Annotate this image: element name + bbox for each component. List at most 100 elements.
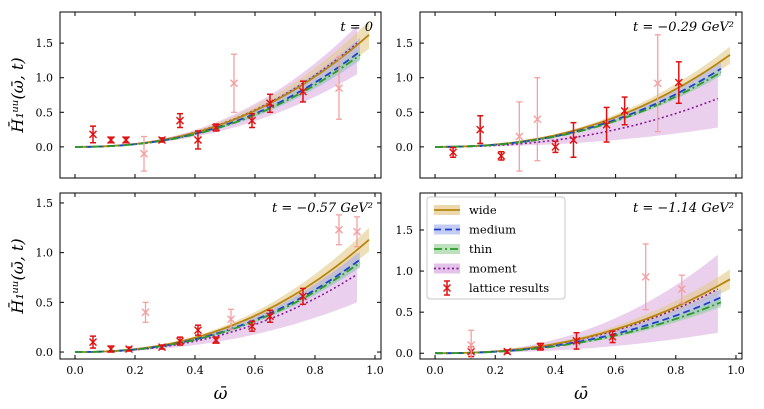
line-thin — [435, 71, 722, 148]
x-marker — [230, 79, 238, 88]
line-moment — [435, 97, 719, 148]
x-tick-label: 0.6 — [246, 364, 264, 377]
x-marker — [533, 115, 542, 124]
lattice-point — [158, 135, 166, 144]
lattice-point — [569, 121, 578, 158]
x-marker — [141, 308, 150, 317]
legend-item-medium: medium — [434, 223, 516, 237]
x-marker — [107, 345, 115, 354]
line-moment — [75, 42, 358, 148]
plot-area — [435, 243, 731, 359]
lattice-point — [89, 335, 97, 349]
lattice-point — [353, 216, 361, 248]
lattice-point — [515, 101, 524, 172]
legend-label: medium — [469, 223, 516, 237]
legend-label: moment — [469, 262, 517, 276]
panel-3: 0.0 0.5 1.0 1.5 0.0 0.2 0.4 0.6 0.8 1.0 t = −0.57 … — [6, 192, 384, 404]
y-tick-label: 0.5 — [36, 296, 54, 309]
legend-label: lattice results — [469, 281, 549, 295]
lattice-point — [227, 308, 235, 330]
lattice-point — [299, 80, 307, 103]
lattice-point — [140, 135, 148, 172]
lattice-point — [89, 125, 97, 144]
y-tick-label: 0.0 — [36, 141, 54, 154]
x-marker — [608, 332, 617, 341]
y-tick-label: 0.0 — [396, 141, 414, 154]
x-marker — [89, 130, 97, 139]
x-marker — [158, 135, 166, 144]
x-marker — [299, 87, 307, 96]
y-tick-label: 1.0 — [36, 72, 54, 85]
legend-swatch-band — [434, 263, 460, 274]
y-tick-label: 1.5 — [396, 224, 414, 237]
lattice-point — [536, 342, 545, 351]
legend-x-marker — [443, 284, 451, 292]
plot-area — [75, 214, 370, 354]
x-marker — [569, 135, 578, 144]
x-tick-label: 0.0 — [426, 364, 444, 377]
x-marker — [503, 347, 512, 356]
lattice-point — [335, 214, 343, 246]
legend-box — [426, 196, 566, 300]
lattice-point — [602, 106, 611, 143]
x-marker — [335, 225, 343, 234]
x-marker — [227, 315, 235, 324]
lattice-point — [677, 274, 686, 304]
x-marker — [299, 292, 307, 301]
band-moment — [435, 69, 718, 147]
lattice-point — [212, 336, 220, 345]
lattice-point — [107, 345, 115, 354]
y-tick-label: 1.0 — [36, 247, 54, 260]
lattice-point — [107, 135, 115, 144]
x-axis-label: ω̄ — [214, 384, 228, 404]
x-tick-label: 0.0 — [66, 364, 84, 377]
lattice-point — [122, 135, 130, 144]
lattice-point — [653, 34, 662, 133]
x-marker — [353, 227, 361, 236]
x-tick-label: 0.4 — [547, 364, 565, 377]
y-tick-label: 0.5 — [396, 306, 414, 319]
x-marker — [602, 120, 611, 129]
x-marker — [194, 326, 202, 335]
legend-label: thin — [469, 242, 493, 256]
legend-item-thin: thin — [434, 242, 493, 256]
x-tick-label: 0.2 — [486, 364, 504, 377]
x-marker — [212, 123, 220, 132]
x-marker — [641, 272, 650, 281]
x-tick-label: 0.4 — [186, 364, 204, 377]
lattice-point — [158, 343, 166, 352]
x-marker — [335, 84, 343, 93]
x-marker — [140, 149, 148, 158]
axes-frame — [419, 192, 743, 360]
panel-annotation: t = −1.14 GeV² — [633, 201, 734, 216]
panel-annotation: t = −0.57 GeV² — [272, 201, 373, 216]
lattice-point — [212, 123, 220, 132]
axes-frame — [59, 11, 382, 179]
panel-4: 0.0 0.5 1.0 1.5 0.0 0.2 0.4 0.6 0.8 1.0 t = −1.14 … — [396, 192, 745, 404]
line-thin — [75, 261, 361, 353]
legend-item-lattice: lattice results — [443, 280, 549, 296]
panel-annotation: t = −0.29 GeV² — [633, 20, 734, 35]
x-marker — [266, 312, 274, 321]
lattice-point — [194, 324, 202, 336]
lattice-point — [449, 146, 458, 158]
y-tick-label: 0.5 — [396, 106, 414, 119]
y-tick-label: 0.0 — [396, 347, 414, 360]
lattice-point — [176, 112, 184, 129]
plot-area — [75, 21, 370, 172]
x-marker — [620, 106, 629, 115]
x-marker — [89, 338, 97, 347]
y-tick-label: 1.5 — [36, 37, 54, 50]
lattice-point — [503, 347, 512, 356]
y-axis-label: H̄₁ᵘᵘ(ω̄, t) — [6, 57, 27, 133]
line-thin — [435, 301, 722, 355]
panel-annotation: t = 0 — [340, 20, 373, 35]
legend-item-wide: wide — [434, 203, 497, 217]
x-tick-label: 0.6 — [607, 364, 625, 377]
lattice-point — [335, 56, 343, 120]
x-axis-label: ω̄ — [574, 384, 588, 404]
panel-1: 0.0 0.5 1.0 1.5 t = 0 H̄₁ᵘᵘ(ω̄, t) — [6, 11, 382, 179]
lattice-point — [176, 336, 184, 346]
panel-2: 0.0 0.5 1.0 1.5 t = −0.29 GeV² — [396, 11, 743, 179]
